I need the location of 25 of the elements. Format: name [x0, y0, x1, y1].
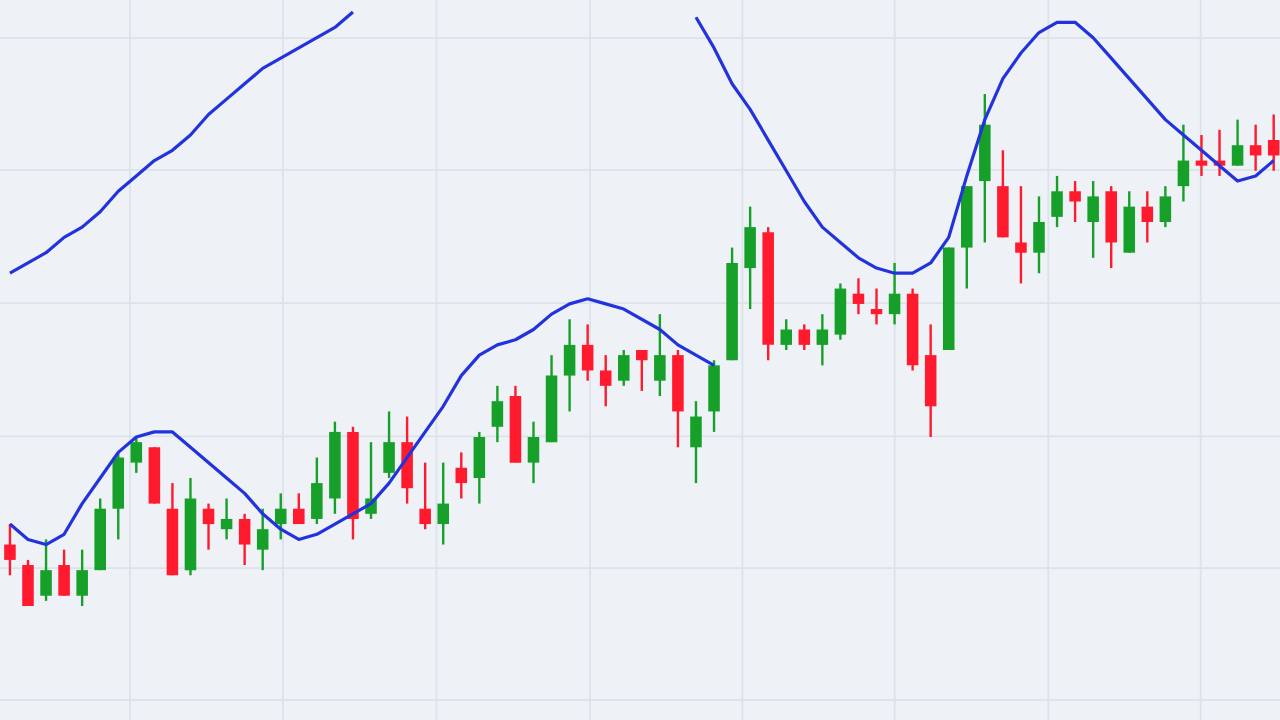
candlestick — [293, 492, 305, 526]
candlestick — [636, 348, 648, 393]
candlestick — [419, 461, 431, 531]
candlestick — [202, 502, 215, 551]
candlestick — [1249, 123, 1262, 172]
candlestick — [599, 353, 612, 408]
candlestick — [1141, 190, 1154, 244]
candlestick — [1231, 118, 1244, 167]
candlestick — [1015, 184, 1027, 285]
candlestick — [1195, 133, 1208, 178]
candlestick — [130, 435, 143, 475]
candlestick — [274, 492, 287, 541]
candlestick — [888, 261, 901, 326]
candlestick — [1267, 113, 1280, 172]
candlestick — [798, 323, 811, 352]
candlestick — [870, 287, 883, 326]
candlestick — [220, 497, 233, 541]
candlestick — [852, 277, 865, 316]
candlestick — [780, 318, 793, 352]
candlestick — [1069, 179, 1081, 224]
candlestick — [455, 451, 468, 500]
candlestick — [816, 312, 829, 367]
candlestick — [437, 461, 449, 546]
candlestick — [256, 507, 269, 572]
candlestick — [4, 522, 16, 577]
